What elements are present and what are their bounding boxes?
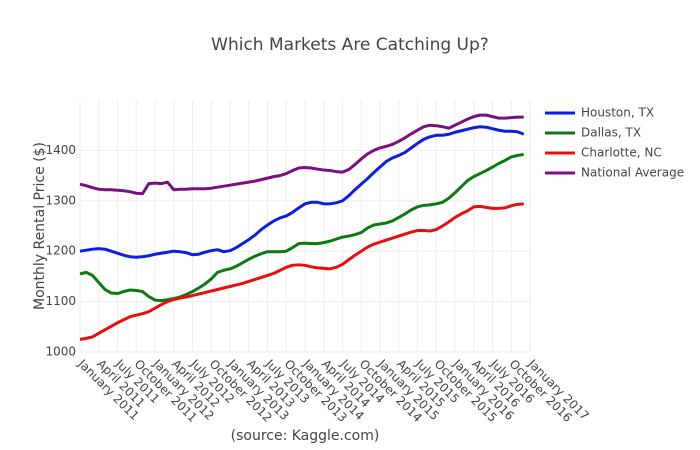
chart-title: Which Markets Are Catching Up?	[211, 35, 489, 55]
y-tick-label: 1000	[45, 345, 76, 359]
y-tick-label: 1200	[45, 244, 76, 258]
series-line	[79, 125, 525, 259]
legend-label: National Average	[581, 166, 684, 180]
series-line	[79, 202, 524, 341]
y-axis-label: Monthly Rental Price ($)	[32, 142, 48, 310]
legend-label: Charlotte, NC	[581, 146, 662, 160]
y-tick-label: 1400	[45, 143, 76, 157]
y-tick-label: 1300	[45, 193, 76, 207]
legend-label: Dallas, TX	[581, 126, 641, 140]
legend-label: Houston, TX	[581, 106, 654, 120]
y-tick-label: 1100	[45, 294, 76, 308]
source-annotation: (source: Kaggle.com)	[231, 428, 380, 444]
series-line	[79, 113, 524, 196]
series-line	[79, 152, 524, 303]
